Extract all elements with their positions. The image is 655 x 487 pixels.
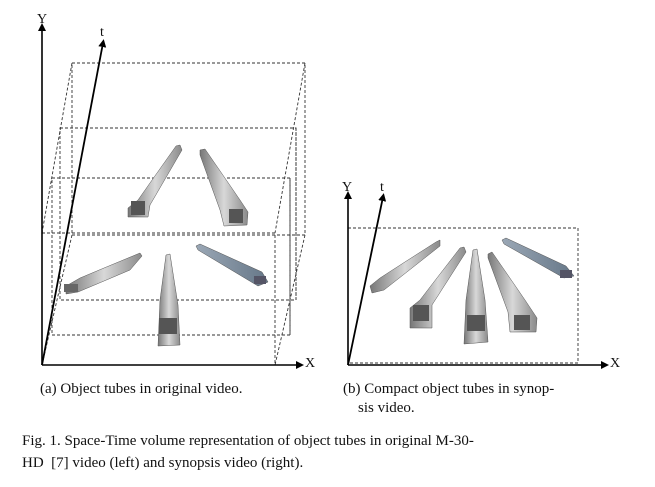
left-x-axis-label: X [305,356,316,371]
right-space-time-volume [344,191,609,369]
left-object-tube-2 [199,148,249,227]
right-y-axis-label: Y [342,180,353,195]
car-icon [64,284,78,292]
car-icon [229,209,243,223]
right-x-axis-label: X [610,356,621,371]
right-object-tube-3 [463,248,489,345]
figure-caption-line1: Fig. 1. Space-Time volume representation… [22,433,474,449]
right-t-axis-label: t [380,180,384,195]
car-icon [413,305,429,321]
left-subfigure-caption: (a) Object tubes in original video. [40,381,243,397]
car-icon [560,270,572,278]
car-icon [514,315,530,330]
left-space-time-volume [38,23,306,369]
right-object-tube-5 [501,237,575,279]
left-t-axis [41,39,107,366]
left-object-tube-1 [127,144,183,218]
car-icon [159,318,177,334]
left-object-tube-3 [64,252,143,295]
left-object-tube-5 [195,243,269,287]
right-subfigure-caption-line2: sis video. [358,400,415,416]
right-object-tube-4 [487,251,538,333]
car-icon [467,315,485,331]
right-object-tube-1 [369,239,441,294]
car-icon [254,276,266,284]
left-t-axis-label: t [100,25,104,40]
left-y-axis-label: Y [37,12,48,27]
right-object-tube-2 [409,246,467,329]
car-icon [131,201,145,215]
right-subfigure-caption-line1: (b) Compact object tubes in synop- [343,381,555,397]
right-t-axis [347,193,387,366]
left-object-tube-4 [157,253,181,347]
figure-caption-line2: HD [7] video (left) and synopsis video (… [22,455,304,471]
